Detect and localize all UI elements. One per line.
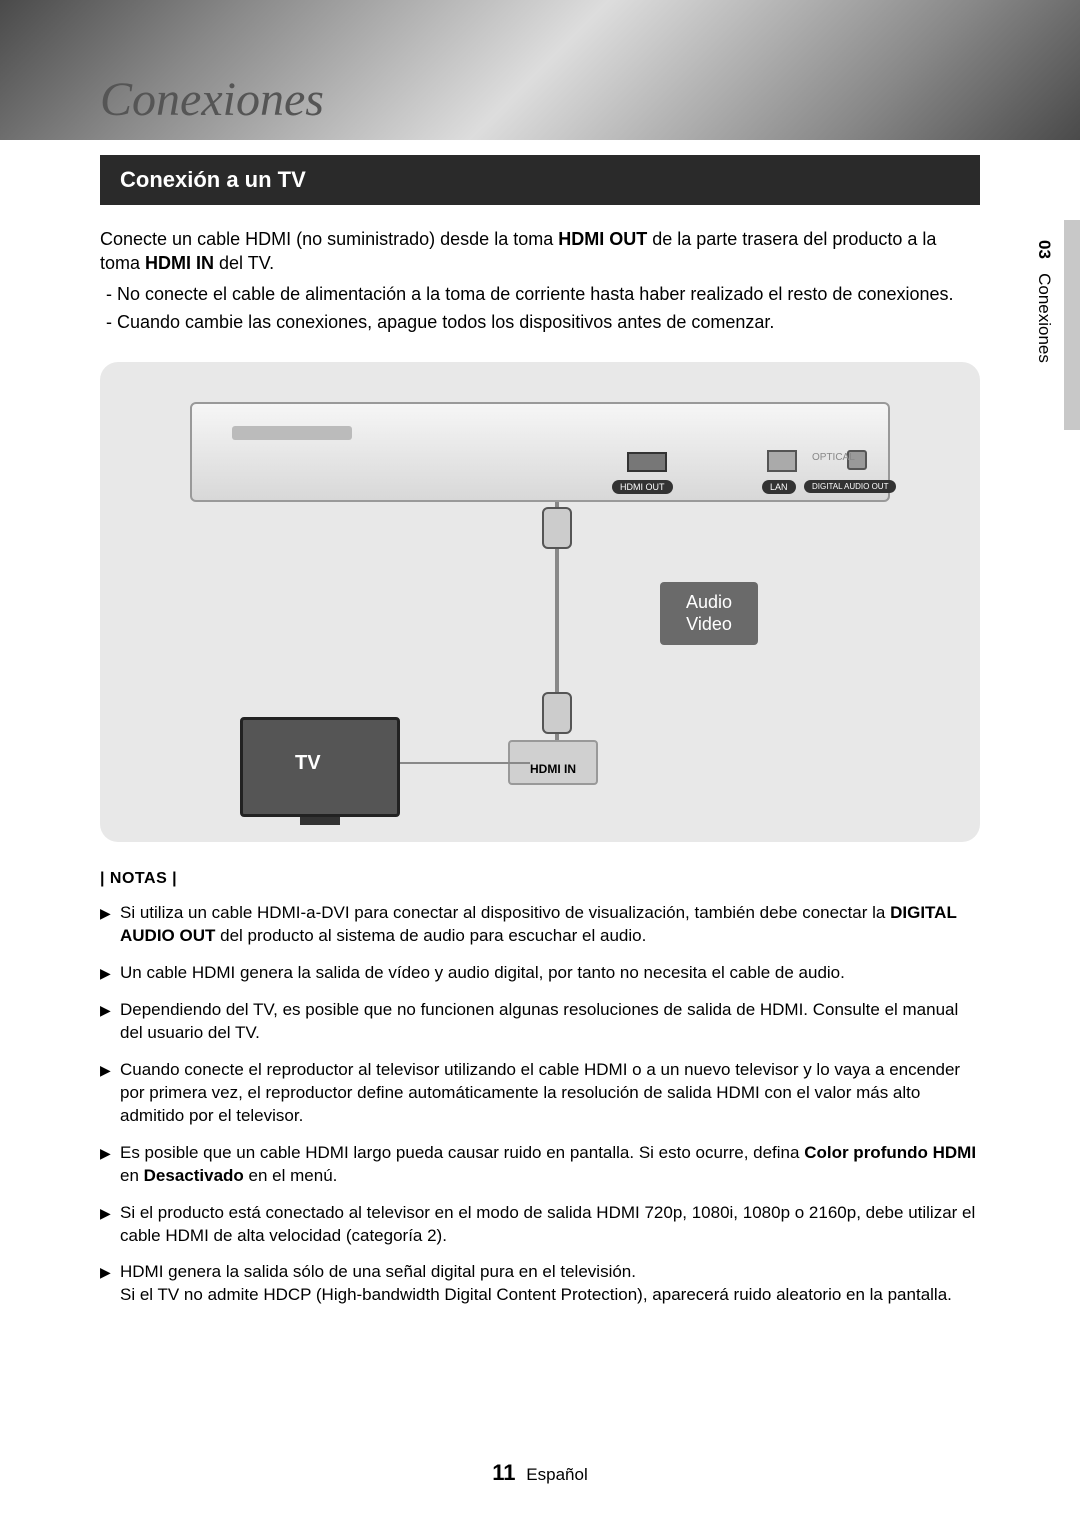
tv-label: TV bbox=[295, 752, 321, 775]
note-text: Es posible que un cable HDMI largo pueda… bbox=[120, 1142, 980, 1188]
note-text: Dependiendo del TV, es posible que no fu… bbox=[120, 999, 980, 1045]
note-text: HDMI genera la salida sólo de una señal … bbox=[120, 1261, 980, 1307]
note-text: Si el producto está conectado al televis… bbox=[120, 1202, 980, 1248]
note-text: Un cable HDMI genera la salida de vídeo … bbox=[120, 962, 980, 985]
tv-stand-icon bbox=[300, 817, 340, 825]
intro-bullets: - No conecte el cable de alimentación a … bbox=[106, 282, 980, 335]
intro-bullet: - Cuando cambie las conexiones, apague t… bbox=[106, 310, 980, 334]
intro-bold-hdmi-out: HDMI OUT bbox=[558, 229, 647, 249]
note-span: Cuando conecte el reproductor al televis… bbox=[120, 1060, 960, 1125]
video-label: Video bbox=[686, 614, 732, 636]
connection-diagram: OPTICAL HDMI OUT LAN DIGITAL AUDIO OUT A… bbox=[100, 362, 980, 842]
optical-label: OPTICAL bbox=[812, 452, 855, 463]
note-span: HDMI genera la salida sólo de una señal … bbox=[120, 1262, 952, 1304]
note-item: ▶Es posible que un cable HDMI largo pued… bbox=[100, 1142, 980, 1188]
hdmi-out-jack-icon bbox=[627, 452, 667, 472]
note-span: en el menú. bbox=[244, 1166, 338, 1185]
audio-label: Audio bbox=[686, 592, 732, 614]
note-text: Si utiliza un cable HDMI-a-DVI para cone… bbox=[120, 902, 980, 948]
note-text: Cuando conecte el reproductor al televis… bbox=[120, 1059, 980, 1128]
page-content: Conexiones Conexión a un TV Conecte un c… bbox=[0, 0, 1080, 1307]
note-bold-span: Desactivado bbox=[144, 1166, 244, 1185]
note-item: ▶Un cable HDMI genera la salida de vídeo… bbox=[100, 962, 980, 985]
digital-audio-out-label: DIGITAL AUDIO OUT bbox=[804, 480, 896, 493]
note-item: ▶Cuando conecte el reproductor al televi… bbox=[100, 1059, 980, 1128]
tv-connector-line bbox=[400, 762, 530, 764]
lan-label: LAN bbox=[762, 480, 796, 494]
note-span: Dependiendo del TV, es posible que no fu… bbox=[120, 1000, 958, 1042]
chapter-title: Conexiones bbox=[100, 72, 980, 127]
intro-paragraph: Conecte un cable HDMI (no suministrado) … bbox=[100, 227, 980, 276]
audio-video-badge: Audio Video bbox=[660, 582, 758, 645]
triangle-bullet-icon: ▶ bbox=[100, 962, 120, 985]
note-span: Un cable HDMI genera la salida de vídeo … bbox=[120, 963, 845, 982]
note-span: en bbox=[120, 1166, 144, 1185]
hdmi-plug-top-icon bbox=[542, 507, 572, 549]
note-span: Si el producto está conectado al televis… bbox=[120, 1203, 975, 1245]
intro-text-1: Conecte un cable HDMI (no suministrado) … bbox=[100, 229, 558, 249]
triangle-bullet-icon: ▶ bbox=[100, 902, 120, 948]
note-span: Si utiliza un cable HDMI-a-DVI para cone… bbox=[120, 903, 890, 922]
notes-list: ▶Si utiliza un cable HDMI-a-DVI para con… bbox=[100, 902, 980, 1307]
triangle-bullet-icon: ▶ bbox=[100, 1261, 120, 1307]
triangle-bullet-icon: ▶ bbox=[100, 1202, 120, 1248]
triangle-bullet-icon: ▶ bbox=[100, 1142, 120, 1188]
triangle-bullet-icon: ▶ bbox=[100, 999, 120, 1045]
intro-bullet: - No conecte el cable de alimentación a … bbox=[106, 282, 980, 306]
note-span: Es posible que un cable HDMI largo pueda… bbox=[120, 1143, 804, 1162]
hdmi-out-label: HDMI OUT bbox=[612, 480, 673, 494]
page-number: 11 bbox=[492, 1460, 515, 1485]
note-item: ▶HDMI genera la salida sólo de una señal… bbox=[100, 1261, 980, 1307]
intro-bold-hdmi-in: HDMI IN bbox=[145, 253, 214, 273]
note-bold-span: Color profundo HDMI bbox=[804, 1143, 976, 1162]
hdmi-plug-bottom-icon bbox=[542, 692, 572, 734]
hdmi-in-label: HDMI IN bbox=[530, 762, 576, 776]
lan-jack-icon bbox=[767, 450, 797, 472]
intro-text-3: del TV. bbox=[214, 253, 274, 273]
player-device-shape: OPTICAL HDMI OUT LAN DIGITAL AUDIO OUT bbox=[190, 402, 890, 502]
notes-header: | NOTAS | bbox=[100, 870, 980, 888]
note-item: ▶Si el producto está conectado al televi… bbox=[100, 1202, 980, 1248]
triangle-bullet-icon: ▶ bbox=[100, 1059, 120, 1128]
page-footer: 11 Español bbox=[0, 1460, 1080, 1486]
note-span: del producto al sistema de audio para es… bbox=[215, 926, 646, 945]
note-item: ▶Dependiendo del TV, es posible que no f… bbox=[100, 999, 980, 1045]
note-item: ▶Si utiliza un cable HDMI-a-DVI para con… bbox=[100, 902, 980, 948]
page-language: Español bbox=[526, 1465, 587, 1484]
section-title-bar: Conexión a un TV bbox=[100, 155, 980, 205]
